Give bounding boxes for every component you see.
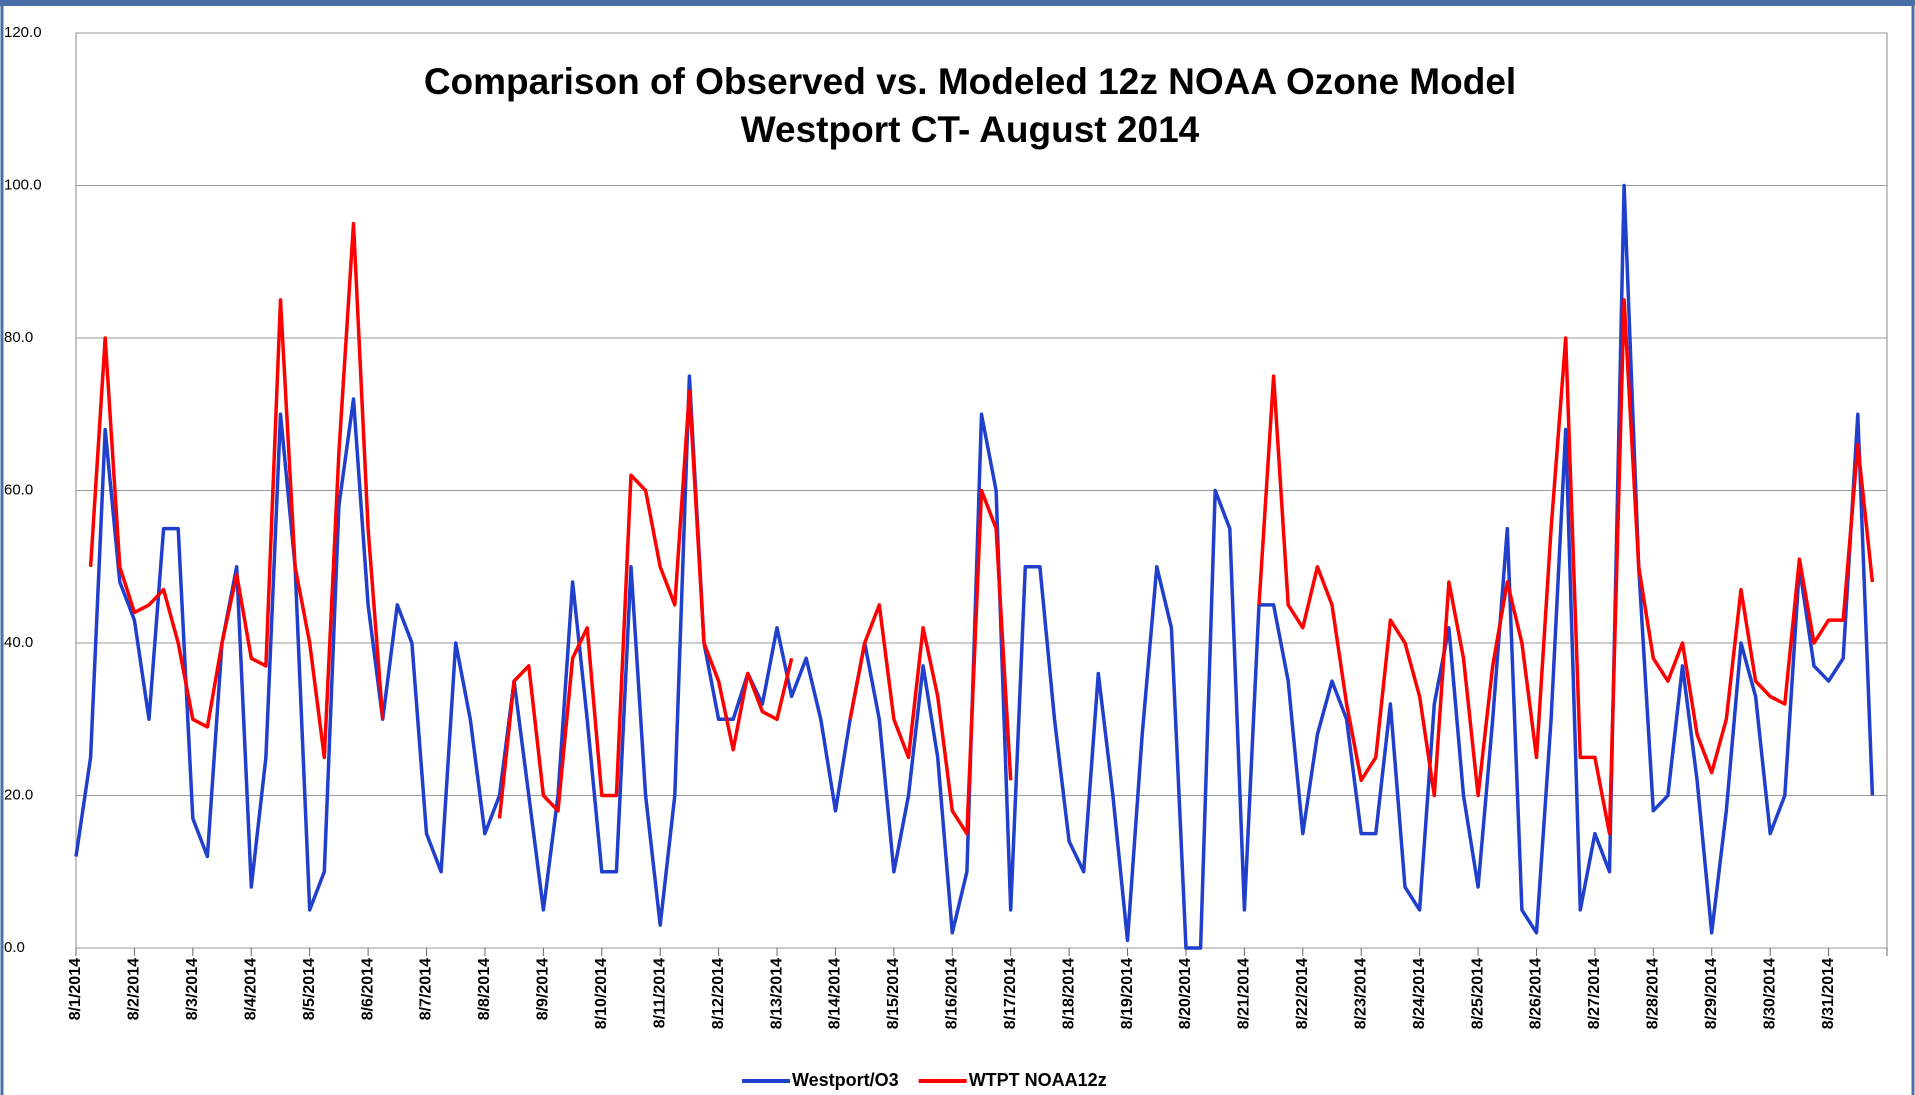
x-tick-label: 8/7/2014 [418,958,435,1020]
x-tick-label: 8/28/2014 [1645,958,1662,1029]
x-tick-label: 8/22/2014 [1294,958,1311,1029]
x-tick-label: 8/29/2014 [1703,958,1720,1029]
x-tick-label: 8/19/2014 [1119,958,1136,1029]
y-tick-label: 60.0 [4,481,33,498]
y-tick-label: 40.0 [4,634,33,651]
x-tick-label: 8/9/2014 [535,958,552,1020]
x-tick-label: 8/18/2014 [1060,958,1077,1029]
series-line [1257,298,1875,836]
legend-label: Westport/O3 [792,1070,899,1090]
x-tick-label: 8/26/2014 [1528,958,1545,1029]
x-tick-label: 8/14/2014 [827,958,844,1029]
y-tick-label: 0.0 [4,939,25,956]
y-tick-label: 80.0 [4,329,33,346]
x-tick-label: 8/1/2014 [67,958,84,1020]
series-line [88,221,385,760]
legend-label: WTPT NOAA12z [969,1070,1107,1090]
x-tick-label: 8/4/2014 [242,958,259,1020]
x-tick-label: 8/25/2014 [1469,958,1486,1029]
x-tick-label: 8/11/2014 [651,958,668,1028]
x-tick-label: 8/17/2014 [1002,958,1019,1029]
y-tick-label: 100.0 [4,176,42,193]
series-line [497,389,794,819]
x-tick-label: 8/16/2014 [944,958,961,1029]
y-tick-label: 120.0 [4,24,42,41]
x-tick-label: 8/10/2014 [593,958,610,1029]
x-tick-label: 8/13/2014 [768,958,785,1029]
x-tick-label: 8/6/2014 [359,958,376,1020]
x-tick-label: 8/2/2014 [126,958,143,1020]
x-tick-label: 8/24/2014 [1411,958,1428,1029]
x-tick-label: 8/27/2014 [1586,958,1603,1029]
x-tick-label: 8/8/2014 [476,958,493,1020]
y-tick-label: 20.0 [4,786,33,803]
x-tick-label: 8/3/2014 [184,958,201,1020]
x-tick-label: 8/21/2014 [1236,958,1253,1029]
x-tick-label: 8/15/2014 [885,958,902,1029]
x-tick-label: 8/23/2014 [1352,958,1369,1029]
x-tick-label: 8/5/2014 [301,958,318,1020]
x-tick-label: 8/31/2014 [1820,958,1837,1029]
x-tick-label: 8/20/2014 [1177,958,1194,1029]
chart-title: Comparison of Observed vs. Modeled 12z N… [424,61,1516,102]
x-tick-label: 8/12/2014 [710,958,727,1029]
x-tick-label: 8/30/2014 [1761,958,1778,1029]
window-strip [0,0,1915,6]
chart-subtitle: Westport CT- August 2014 [741,109,1200,150]
series-line [848,488,1013,836]
